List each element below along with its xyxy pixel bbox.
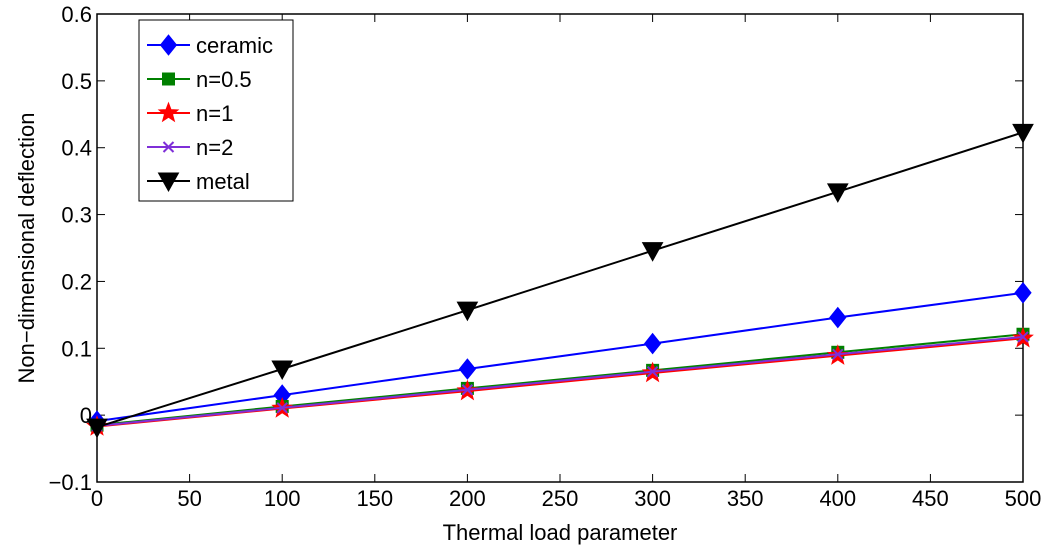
x-tick-label: 0: [91, 486, 103, 511]
x-tick-label: 100: [264, 486, 301, 511]
y-tick-label: 0.6: [61, 2, 92, 27]
legend-entry: n=1: [147, 101, 233, 126]
series-line: [96, 291, 1024, 423]
x-tick-label: 50: [177, 486, 201, 511]
data-point: [643, 332, 662, 355]
y-tick-label: −0.1: [49, 470, 92, 495]
x-tick-label: 250: [542, 486, 579, 511]
data-point: [1014, 281, 1032, 304]
legend-entry: ceramic: [147, 33, 273, 58]
data-point: [832, 348, 844, 361]
legend-marker: [157, 101, 180, 123]
y-tick-label: 0.2: [61, 269, 92, 294]
x-tick-label: 350: [727, 486, 764, 511]
legend-label: n=2: [196, 135, 233, 160]
x-tick-labels: 0 50 100 150 200 250 300 350 400 450 500: [91, 486, 1041, 511]
legend-label: n=0.5: [196, 67, 252, 92]
series-line: [96, 335, 1024, 427]
x-tick-label: 200: [449, 486, 486, 511]
axis-ticks: [96, 13, 1024, 483]
y-tick-labels: −0.100.10.20.30.40.50.6: [49, 2, 92, 495]
legend-entry: metal: [147, 169, 250, 194]
x-tick-label: 500: [1005, 486, 1042, 511]
legend-marker: [162, 141, 175, 153]
legend-label: ceramic: [196, 33, 273, 58]
data-point: [826, 183, 849, 203]
series-ceramic: [88, 281, 1032, 432]
data-point: [1012, 123, 1034, 144]
data-point: [276, 402, 288, 414]
y-tick-label: 0.4: [61, 136, 92, 161]
x-tick-label: 300: [634, 486, 671, 511]
legend-entry: n=2: [147, 135, 233, 160]
y-tick-label: 0.3: [61, 203, 92, 228]
series-layer: [86, 123, 1034, 439]
data-point: [456, 301, 479, 322]
series-line: [96, 131, 1024, 429]
data-point: [461, 384, 474, 396]
legend-marker: [162, 72, 175, 86]
data-point: [86, 418, 108, 439]
legend-label: metal: [196, 169, 250, 194]
data-point: [458, 358, 477, 380]
legend-marker: [159, 34, 178, 56]
y-tick-label: 0.5: [61, 69, 92, 94]
x-tick-label: 450: [912, 486, 949, 511]
legend-marker: [157, 172, 180, 193]
x-tick-label: 150: [356, 486, 393, 511]
x-tick-label: 400: [819, 486, 856, 511]
data-point: [829, 306, 847, 329]
legend: ceramic n=0.5 n=1 n=2 metal: [138, 19, 294, 202]
series-line: [96, 333, 1024, 427]
x-axis-title: Thermal load parameter: [443, 520, 678, 545]
series-metal: [86, 123, 1034, 439]
data-point: [271, 360, 294, 381]
data-point: [1017, 331, 1029, 343]
data-point: [641, 242, 664, 262]
data-point: [646, 365, 659, 378]
legend-label: n=1: [196, 101, 233, 126]
y-axis-title: Non−dimensional deflection: [14, 113, 39, 384]
legend-entry: n=0.5: [147, 67, 252, 92]
y-tick-label: 0.1: [61, 336, 92, 361]
